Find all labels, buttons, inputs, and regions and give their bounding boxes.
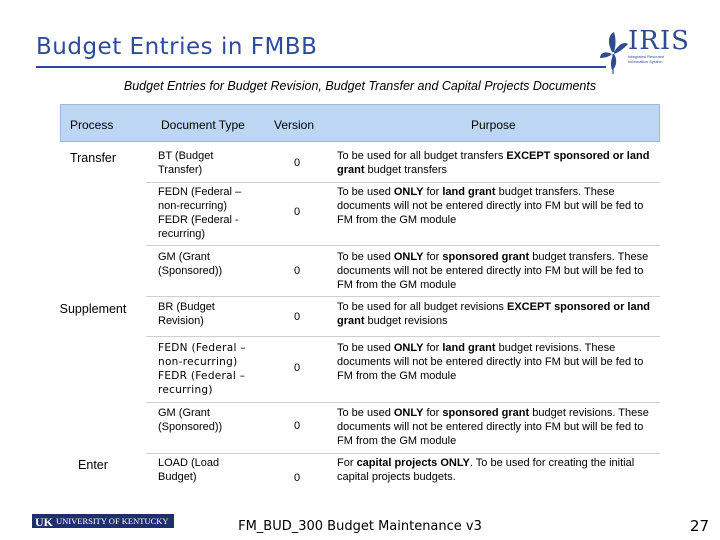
version-cell: 0 xyxy=(293,206,301,218)
header-document-type: Document Type xyxy=(161,118,245,132)
purpose-cell: To be used for all budget transfers EXCE… xyxy=(337,150,650,176)
process-supplement: Supplement xyxy=(59,302,127,316)
version-cell: 0 xyxy=(293,420,301,432)
page-number: 27 xyxy=(690,517,710,535)
uk-logo-text: UNIVERSITY OF KENTUCKY xyxy=(56,516,169,526)
header-purpose: Purpose xyxy=(471,118,516,132)
slide-subtitle: Budget Entries for Budget Revision, Budg… xyxy=(123,79,597,93)
document-type-cell: LOAD (Load Budget) xyxy=(158,457,220,483)
purpose-cell: To be used ONLY for sponsored grant budg… xyxy=(337,251,649,291)
document-type-cell: BT (Budget Transfer) xyxy=(158,150,214,176)
row-divider xyxy=(146,402,660,403)
header-process: Process xyxy=(70,118,114,132)
title-underline xyxy=(36,66,606,68)
version-cell: 0 xyxy=(293,472,301,484)
row-divider xyxy=(146,336,660,337)
row-divider xyxy=(146,182,660,183)
page-title: Budget Entries in FMBB xyxy=(36,34,318,60)
uk-logo-mark: UK xyxy=(35,515,53,529)
row-divider xyxy=(146,245,660,246)
document-type-cell: FEDN (Federal – non-recurring) FEDR (Fed… xyxy=(158,186,242,240)
purpose-cell: To be used ONLY for land grant budget tr… xyxy=(337,186,644,226)
row-divider xyxy=(146,296,660,297)
document-type-cell: FEDN (Federal – non-recurring) FEDR (Fed… xyxy=(158,342,246,396)
process-enter: Enter xyxy=(78,458,108,472)
document-type-cell: BR (Budget Revision) xyxy=(158,301,215,327)
iris-logo-subtext: Integrated Resource Information System xyxy=(628,54,665,64)
document-type-cell: GM (Grant (Sponsored)) xyxy=(158,251,223,277)
footer-course-title: FM_BUD_300 Budget Maintenance v3 xyxy=(238,519,482,534)
version-cell: 0 xyxy=(293,157,301,169)
version-cell: 0 xyxy=(293,265,301,277)
purpose-cell: To be used ONLY for land grant budget re… xyxy=(337,342,644,382)
version-cell: 0 xyxy=(293,362,301,374)
purpose-cell: To be used for all budget revisions EXCE… xyxy=(337,301,651,327)
row-divider xyxy=(146,453,660,454)
purpose-cell: To be used ONLY for sponsored grant budg… xyxy=(337,407,649,447)
purpose-cell: For capital projects ONLY. To be used fo… xyxy=(337,457,635,483)
header-version: Version xyxy=(274,118,315,132)
version-cell: 0 xyxy=(293,311,301,323)
iris-logo-word: IRIS xyxy=(628,26,690,56)
iris-flower-icon xyxy=(600,32,628,74)
document-type-cell: GM (Grant (Sponsored)) xyxy=(158,407,223,433)
table-header xyxy=(60,104,660,142)
process-transfer: Transfer xyxy=(69,151,117,165)
university-of-kentucky-logo: UK UNIVERSITY OF KENTUCKY xyxy=(32,514,174,529)
